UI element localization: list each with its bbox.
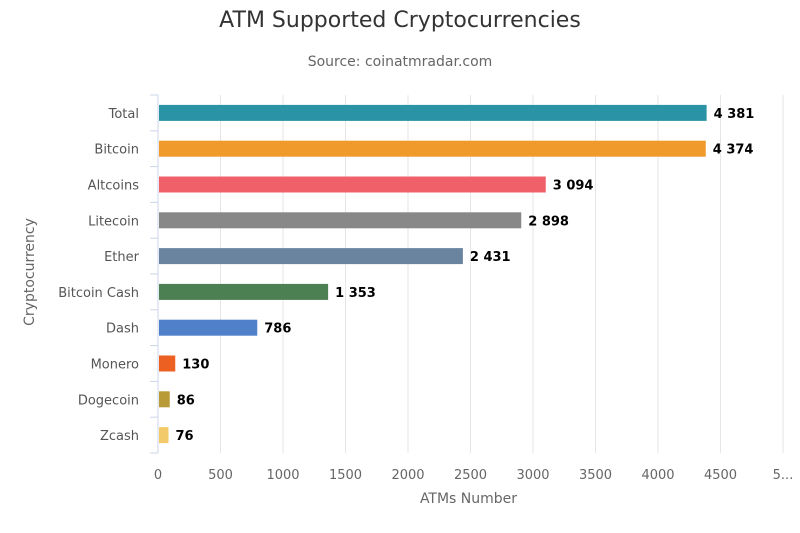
bar-monero[interactable] — [159, 355, 176, 372]
x-tick-label: 3500 — [579, 468, 612, 483]
bar-dash[interactable] — [159, 319, 258, 336]
x-tick-label: 500 — [208, 468, 233, 483]
category-label: Altcoins — [88, 179, 140, 194]
chart-title: ATM Supported Cryptocurrencies — [219, 8, 581, 33]
bar-altcoins[interactable] — [159, 176, 546, 193]
chart-subtitle: Source: coinatmradar.com — [307, 54, 493, 70]
x-tick-label: 0 — [154, 468, 162, 483]
labels: 0 500 1000 1500 2000 2500 3000 3500 4000 4500 5...… — [58, 107, 793, 483]
x-axis-title: ATMs Number — [420, 491, 517, 507]
x-tick-label: 1500 — [329, 468, 362, 483]
bar-bitcoin-cash[interactable] — [159, 283, 329, 300]
x-tick-label: 3000 — [516, 468, 549, 483]
category-label: Litecoin — [88, 214, 139, 229]
data-label: 2 431 — [470, 250, 511, 265]
data-label: 1 353 — [335, 286, 376, 301]
axes — [150, 94, 159, 454]
category-label: Ether — [104, 250, 140, 265]
x-tick-label: 1000 — [266, 468, 299, 483]
category-label: Bitcoin Cash — [58, 286, 139, 301]
x-tick-label: 5... — [773, 468, 794, 483]
y-axis-title: Cryptocurrency — [22, 218, 38, 326]
data-label: 76 — [176, 429, 194, 444]
bar-dogecoin[interactable] — [159, 391, 170, 408]
data-label: 4 374 — [713, 143, 754, 158]
data-label: 2 898 — [528, 214, 569, 229]
x-tick-label: 4500 — [704, 468, 737, 483]
bar-bitcoin[interactable] — [159, 140, 706, 157]
bar-ether[interactable] — [159, 248, 463, 265]
category-label: Dogecoin — [78, 393, 139, 408]
x-tick-label: 2500 — [454, 468, 487, 483]
x-tick-label: 2000 — [391, 468, 424, 483]
data-label: 786 — [264, 322, 291, 337]
data-label: 3 094 — [553, 179, 594, 194]
category-label: Zcash — [100, 429, 139, 444]
bar-total[interactable] — [159, 104, 707, 121]
bars — [159, 104, 707, 444]
data-label: 4 381 — [714, 107, 755, 122]
x-tick-label: 4000 — [641, 468, 674, 483]
category-label: Monero — [91, 358, 139, 373]
bar-zcash[interactable] — [159, 427, 169, 444]
category-label: Dash — [106, 322, 139, 337]
category-label: Bitcoin — [94, 143, 139, 158]
bar-litecoin[interactable] — [159, 212, 522, 229]
category-label: Total — [108, 107, 139, 122]
data-label: 86 — [177, 393, 195, 408]
data-label: 130 — [182, 358, 209, 373]
